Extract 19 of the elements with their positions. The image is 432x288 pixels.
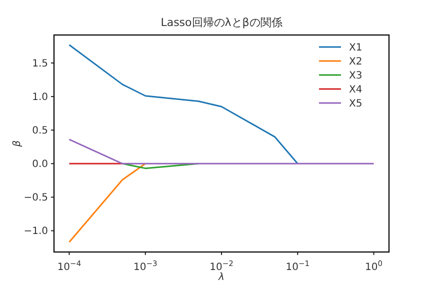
legend-label: X5 [349, 98, 362, 110]
chart-title: Lasso回帰のλとβの関係 [160, 16, 282, 29]
y-tick-label: −1.0 [24, 226, 48, 238]
y-tick-label: 1.5 [32, 58, 48, 70]
legend-label: X2 [349, 56, 362, 68]
y-tick-label: −0.5 [24, 192, 48, 204]
x-axis-title: λ [218, 272, 224, 283]
x-tick-label: 10$^{0}$ [365, 258, 383, 273]
y-axis-title: β [12, 140, 23, 148]
x-tick-label: 10$^{−1}$ [286, 258, 310, 273]
legend-label: X3 [349, 70, 362, 82]
y-tick-label: 1.0 [32, 92, 48, 104]
y-tick-label: 0.5 [32, 126, 48, 137]
x-tick-label: 10$^{−4}$ [57, 258, 82, 273]
x-tick-label: 10$^{−3}$ [133, 258, 158, 273]
y-tick-label: 0.0 [32, 159, 48, 170]
legend-label: X4 [349, 84, 362, 96]
legend-label: X1 [349, 42, 362, 54]
x-tick-label: 10$^{−2}$ [210, 258, 234, 273]
